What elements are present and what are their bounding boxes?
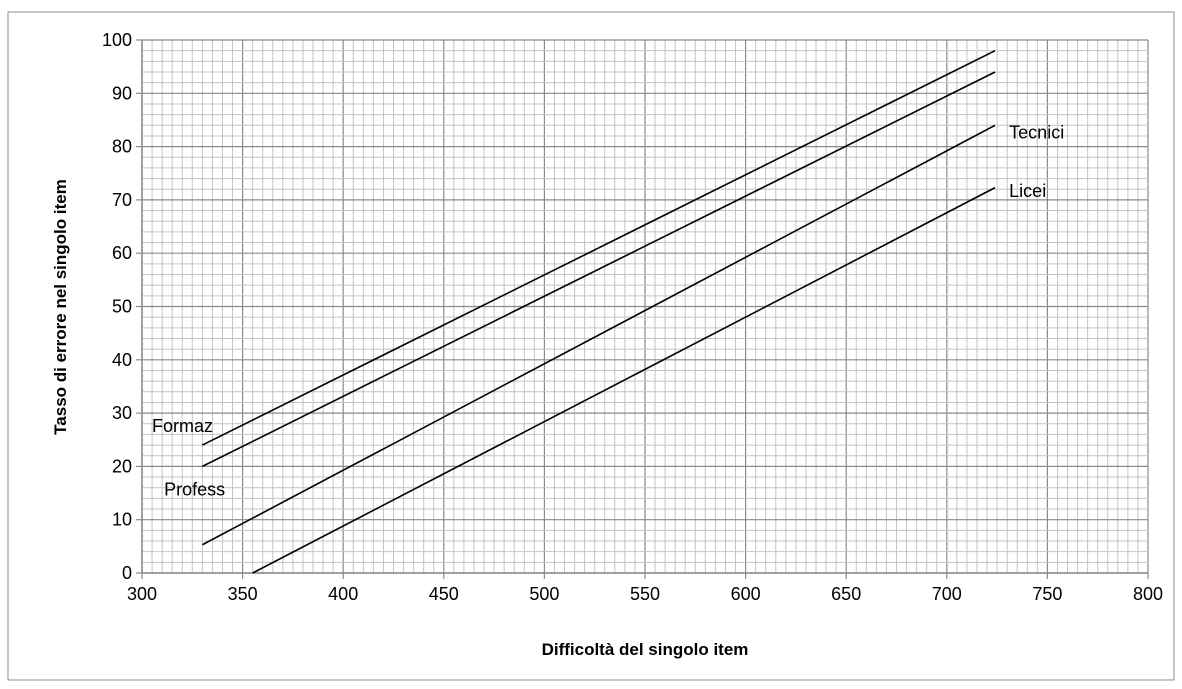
axes — [136, 39, 1149, 579]
series-line-licei — [252, 186, 996, 574]
series-label-profess: Profess — [164, 480, 225, 500]
series-label-licei: Licei — [1009, 181, 1046, 201]
chart-frame — [7, 11, 1175, 681]
x-axis-title: Difficoltà del singolo item — [542, 640, 749, 659]
x-tick-label: 800 — [1133, 584, 1163, 604]
y-tick-label: 60 — [112, 243, 132, 263]
y-tick-label: 20 — [112, 456, 132, 476]
series-line-profess — [202, 71, 996, 468]
x-tick-label: 300 — [127, 584, 157, 604]
y-tick-label: 0 — [122, 563, 132, 583]
x-tick-label: 400 — [328, 584, 358, 604]
x-tick-label: 450 — [429, 584, 459, 604]
y-tick-label: 10 — [112, 510, 132, 530]
y-tick-label: 80 — [112, 137, 132, 157]
x-tick-label: 650 — [831, 584, 861, 604]
series-line-formaz — [202, 49, 996, 446]
y-tick-label: 90 — [112, 83, 132, 103]
y-tick-label: 30 — [112, 403, 132, 423]
x-tick-label: 700 — [932, 584, 962, 604]
x-tick-label: 600 — [731, 584, 761, 604]
x-tick-label: 350 — [228, 584, 258, 604]
series-labels: Formaz Profess Tecnici Licei — [152, 123, 1064, 500]
y-tick-label: 70 — [112, 190, 132, 210]
y-axis-title: Tasso di errore nel singolo item — [51, 179, 70, 435]
series-label-tecnici: Tecnici — [1009, 123, 1064, 143]
tick-labels: 300 350 400 450 500 550 600 650 700 750 800 0 10 20 30… — [102, 30, 1163, 604]
x-tick-label: 750 — [1032, 584, 1062, 604]
y-tick-label: 50 — [112, 297, 132, 317]
y-tick-label: 100 — [102, 30, 132, 50]
x-tick-label: 550 — [630, 584, 660, 604]
y-tick-label: 40 — [112, 350, 132, 370]
series-line-tecnici — [201, 124, 996, 546]
grid — [141, 39, 1149, 574]
x-tick-label: 500 — [529, 584, 559, 604]
series-lines — [201, 49, 996, 574]
series-label-formaz: Formaz — [152, 416, 213, 436]
